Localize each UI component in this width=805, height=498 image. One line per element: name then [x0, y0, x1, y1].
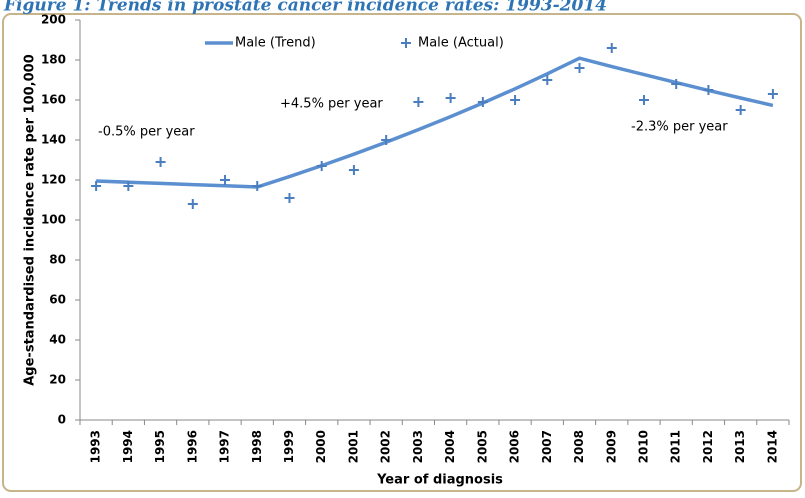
x-tick-label: 2001 [346, 430, 360, 463]
point-marker [155, 157, 166, 167]
point-marker [638, 95, 649, 105]
x-tick-label: 1996 [185, 430, 199, 463]
x-tick-label: 2013 [733, 430, 747, 463]
legend-label: Male (Actual) [418, 36, 504, 51]
x-tick-label: 1995 [153, 430, 167, 463]
legend-label: Male (Trend) [235, 36, 316, 51]
x-axis-title: Year of diagnosis [376, 473, 503, 488]
y-tick-label: 200 [41, 13, 66, 27]
x-tick-label: 2000 [314, 430, 328, 463]
x-tick-label: 1994 [121, 430, 135, 463]
x-tick-label: 2007 [540, 430, 554, 463]
point-marker [187, 199, 198, 209]
y-tick-label: 120 [41, 173, 66, 187]
y-tick-label: 80 [49, 253, 66, 267]
chart-title: Figure 1: Trends in prostate cancer inci… [3, 0, 607, 16]
point-marker [413, 97, 424, 107]
point-marker [542, 75, 553, 85]
y-tick-label: 100 [41, 213, 66, 227]
x-tick-label: 2003 [411, 430, 425, 463]
point-marker [252, 181, 263, 191]
point-marker [91, 181, 102, 191]
y-tick-label: 160 [41, 93, 66, 107]
y-axis-title: Age-standardised incidence rate per 100,… [23, 54, 38, 386]
chart-frame [2, 13, 802, 492]
x-tick-label: 2006 [508, 430, 522, 463]
y-tick-label: 140 [41, 133, 66, 147]
y-tick-label: 40 [49, 333, 66, 347]
y-tick-label: 0 [58, 413, 66, 427]
point-marker [510, 95, 521, 105]
x-tick-label: 2004 [443, 430, 457, 463]
y-tick-label: 60 [49, 293, 66, 307]
x-tick-label: 2002 [379, 430, 393, 463]
annotation: -2.3% per year [631, 120, 728, 135]
x-tick-label: 2008 [572, 430, 586, 463]
point-marker [445, 93, 456, 103]
y-tick-label: 20 [49, 373, 66, 387]
x-tick-label: 1997 [218, 430, 232, 463]
x-tick-label: 1999 [282, 430, 296, 463]
x-tick-label: 2011 [669, 430, 683, 463]
x-tick-label: 2009 [604, 430, 618, 463]
point-marker [477, 97, 488, 107]
point-marker [735, 105, 746, 115]
point-marker [381, 135, 392, 145]
legend-swatch [401, 38, 411, 48]
x-tick-label: 1998 [250, 430, 264, 463]
x-tick-label: 2010 [636, 430, 650, 463]
point-marker [348, 165, 359, 175]
point-marker [284, 193, 295, 203]
point-marker [767, 89, 778, 99]
x-tick-label: 1993 [89, 430, 103, 463]
point-marker [316, 161, 327, 171]
point-marker [574, 63, 585, 73]
annotation: -0.5% per year [98, 125, 195, 140]
y-tick-label: 180 [41, 53, 66, 67]
point-marker [606, 43, 617, 53]
annotation: +4.5% per year [280, 97, 383, 112]
point-marker [703, 85, 714, 95]
x-tick-label: 2014 [765, 430, 779, 463]
x-tick-label: 2012 [701, 430, 715, 463]
x-tick-label: 2005 [475, 430, 489, 463]
point-marker [123, 181, 134, 191]
point-marker [671, 79, 682, 89]
point-marker [220, 175, 231, 185]
trend-line [96, 56, 774, 189]
